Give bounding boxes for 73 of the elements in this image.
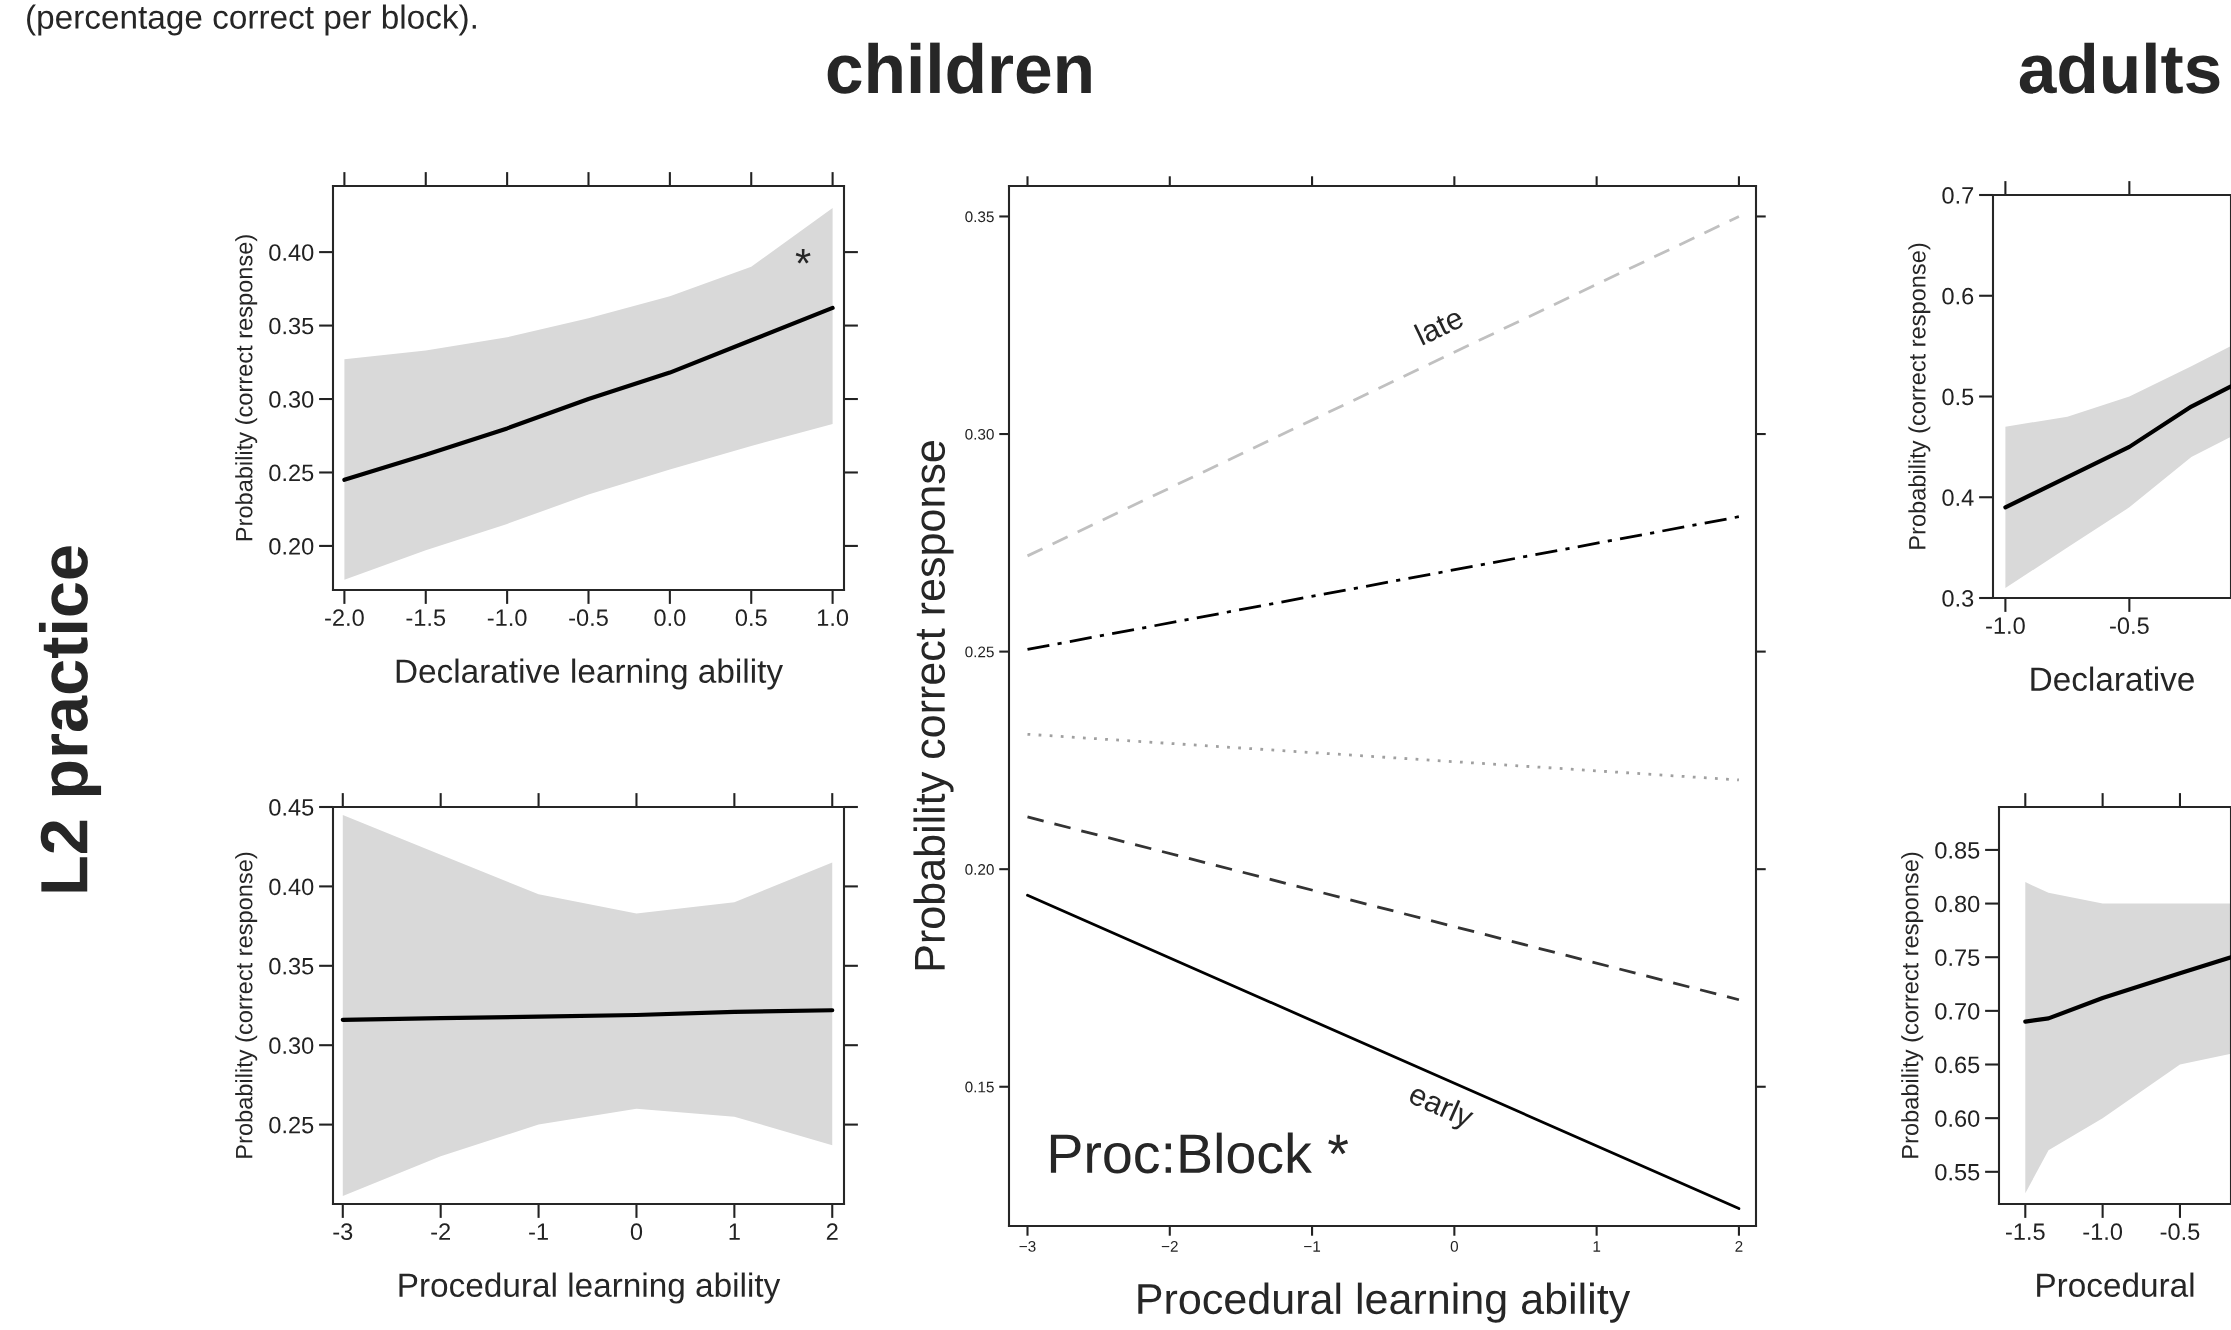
- x-axis-title: Procedural learning ability: [1138, 1282, 1631, 1323]
- x-axis-title: Declarative learning ability: [396, 658, 783, 690]
- x-tick-label: -1.0: [1986, 617, 2025, 635]
- y-tick-label: 0.15: [965, 1081, 994, 1093]
- y-tick-label: 0.30: [269, 1037, 314, 1054]
- x-axis-title: Declarative: [2031, 666, 2194, 692]
- y-axis-title: Probability correct response: [913, 441, 954, 970]
- y-tick-label: 0.75: [1935, 949, 1980, 966]
- x-tick-label: -0.5: [2110, 617, 2149, 635]
- y-tick-label: 0.70: [1935, 1002, 1980, 1020]
- y-tick-label: 0.60: [1935, 1110, 1980, 1127]
- x-tick-label: 0.5: [735, 609, 767, 627]
- x-tick-label: 1: [1593, 1241, 1601, 1252]
- y-tick-label: 0.35: [965, 211, 994, 223]
- y-tick-label: 0.35: [269, 957, 314, 975]
- x-tick-label: -2: [431, 1223, 450, 1240]
- x-tick-label: 0: [1450, 1240, 1459, 1252]
- y-axis-title: Probability (correct response): [235, 852, 258, 1158]
- x-tick-label: −2: [1161, 1240, 1178, 1252]
- x-tick-label: 0.0: [654, 609, 686, 627]
- y-tick-label: 0.25: [965, 646, 994, 658]
- x-tick-label: -1.5: [406, 609, 446, 627]
- x-tick-label: -1: [529, 1223, 548, 1240]
- y-tick-label: 0.6: [1942, 287, 1974, 305]
- y-tick-label: 0.7: [1942, 187, 1974, 204]
- text: early: [1405, 1081, 1477, 1134]
- annotation: Proc:Block *: [1050, 1132, 1349, 1174]
- text: L2 practice: [38, 546, 102, 892]
- line-series: [340, 1008, 835, 1022]
- y-tick-label: 0.40: [269, 244, 314, 261]
- y-axis-title: Probability (correct response): [235, 235, 258, 541]
- text: (percentage correct per block).: [27, 4, 476, 36]
- y-tick-label: 0.20: [269, 538, 314, 555]
- x-tick-label: -1.5: [2006, 1223, 2045, 1241]
- x-axis-title: Procedural: [2037, 1272, 2194, 1298]
- x-tick-label: 2: [1735, 1240, 1743, 1252]
- x-tick-label: 1.0: [818, 609, 849, 627]
- y-axis-title: Probability (correct response): [1901, 852, 1924, 1158]
- x-tick-label: -3: [333, 1223, 353, 1241]
- annotation: *: [795, 248, 811, 264]
- y-tick-label: 0.35: [269, 317, 314, 335]
- x-tick-label: -1.0: [487, 609, 527, 627]
- x-tick-label: -0.5: [2160, 1223, 2200, 1241]
- y-tick-label: 0.25: [269, 464, 314, 482]
- y-tick-label: 0.20: [965, 864, 994, 875]
- line-series: [342, 305, 835, 482]
- x-tick-label: −1: [1304, 1241, 1321, 1252]
- text: late: [1413, 305, 1465, 346]
- x-tick-label: -0.5: [569, 609, 608, 627]
- y-tick-label: 0.30: [269, 391, 314, 408]
- y-axis-title: Probability (correct response): [1908, 243, 1931, 549]
- line-series: [2003, 384, 2231, 510]
- y-tick-label: 0.4: [1942, 489, 1974, 507]
- y-tick-label: 0.80: [1935, 895, 1980, 913]
- x-tick-label: -2.0: [325, 609, 364, 627]
- x-tick-label: -1.0: [2083, 1223, 2123, 1241]
- x-tick-label: 2: [826, 1223, 838, 1240]
- x-tick-label: 0: [630, 1223, 643, 1241]
- y-tick-label: 0.30: [965, 428, 994, 440]
- x-tick-label: 1: [729, 1223, 740, 1240]
- y-tick-label: 0.45: [269, 799, 314, 816]
- x-axis-title: Procedural learning ability: [399, 1272, 781, 1304]
- y-tick-label: 0.3: [1942, 590, 1974, 607]
- chart-title: children: [827, 42, 1091, 94]
- y-tick-label: 0.55: [1935, 1163, 1980, 1181]
- y-tick-label: 0.25: [269, 1116, 314, 1134]
- y-tick-label: 0.40: [269, 878, 314, 896]
- chart-title: adults: [2019, 42, 2220, 94]
- y-tick-label: 0.85: [1935, 841, 1980, 859]
- x-tick-label: −3: [1019, 1240, 1036, 1252]
- line-series: [2023, 955, 2231, 1024]
- y-tick-label: 0.65: [1935, 1056, 1980, 1074]
- y-tick-label: 0.5: [1942, 388, 1974, 406]
